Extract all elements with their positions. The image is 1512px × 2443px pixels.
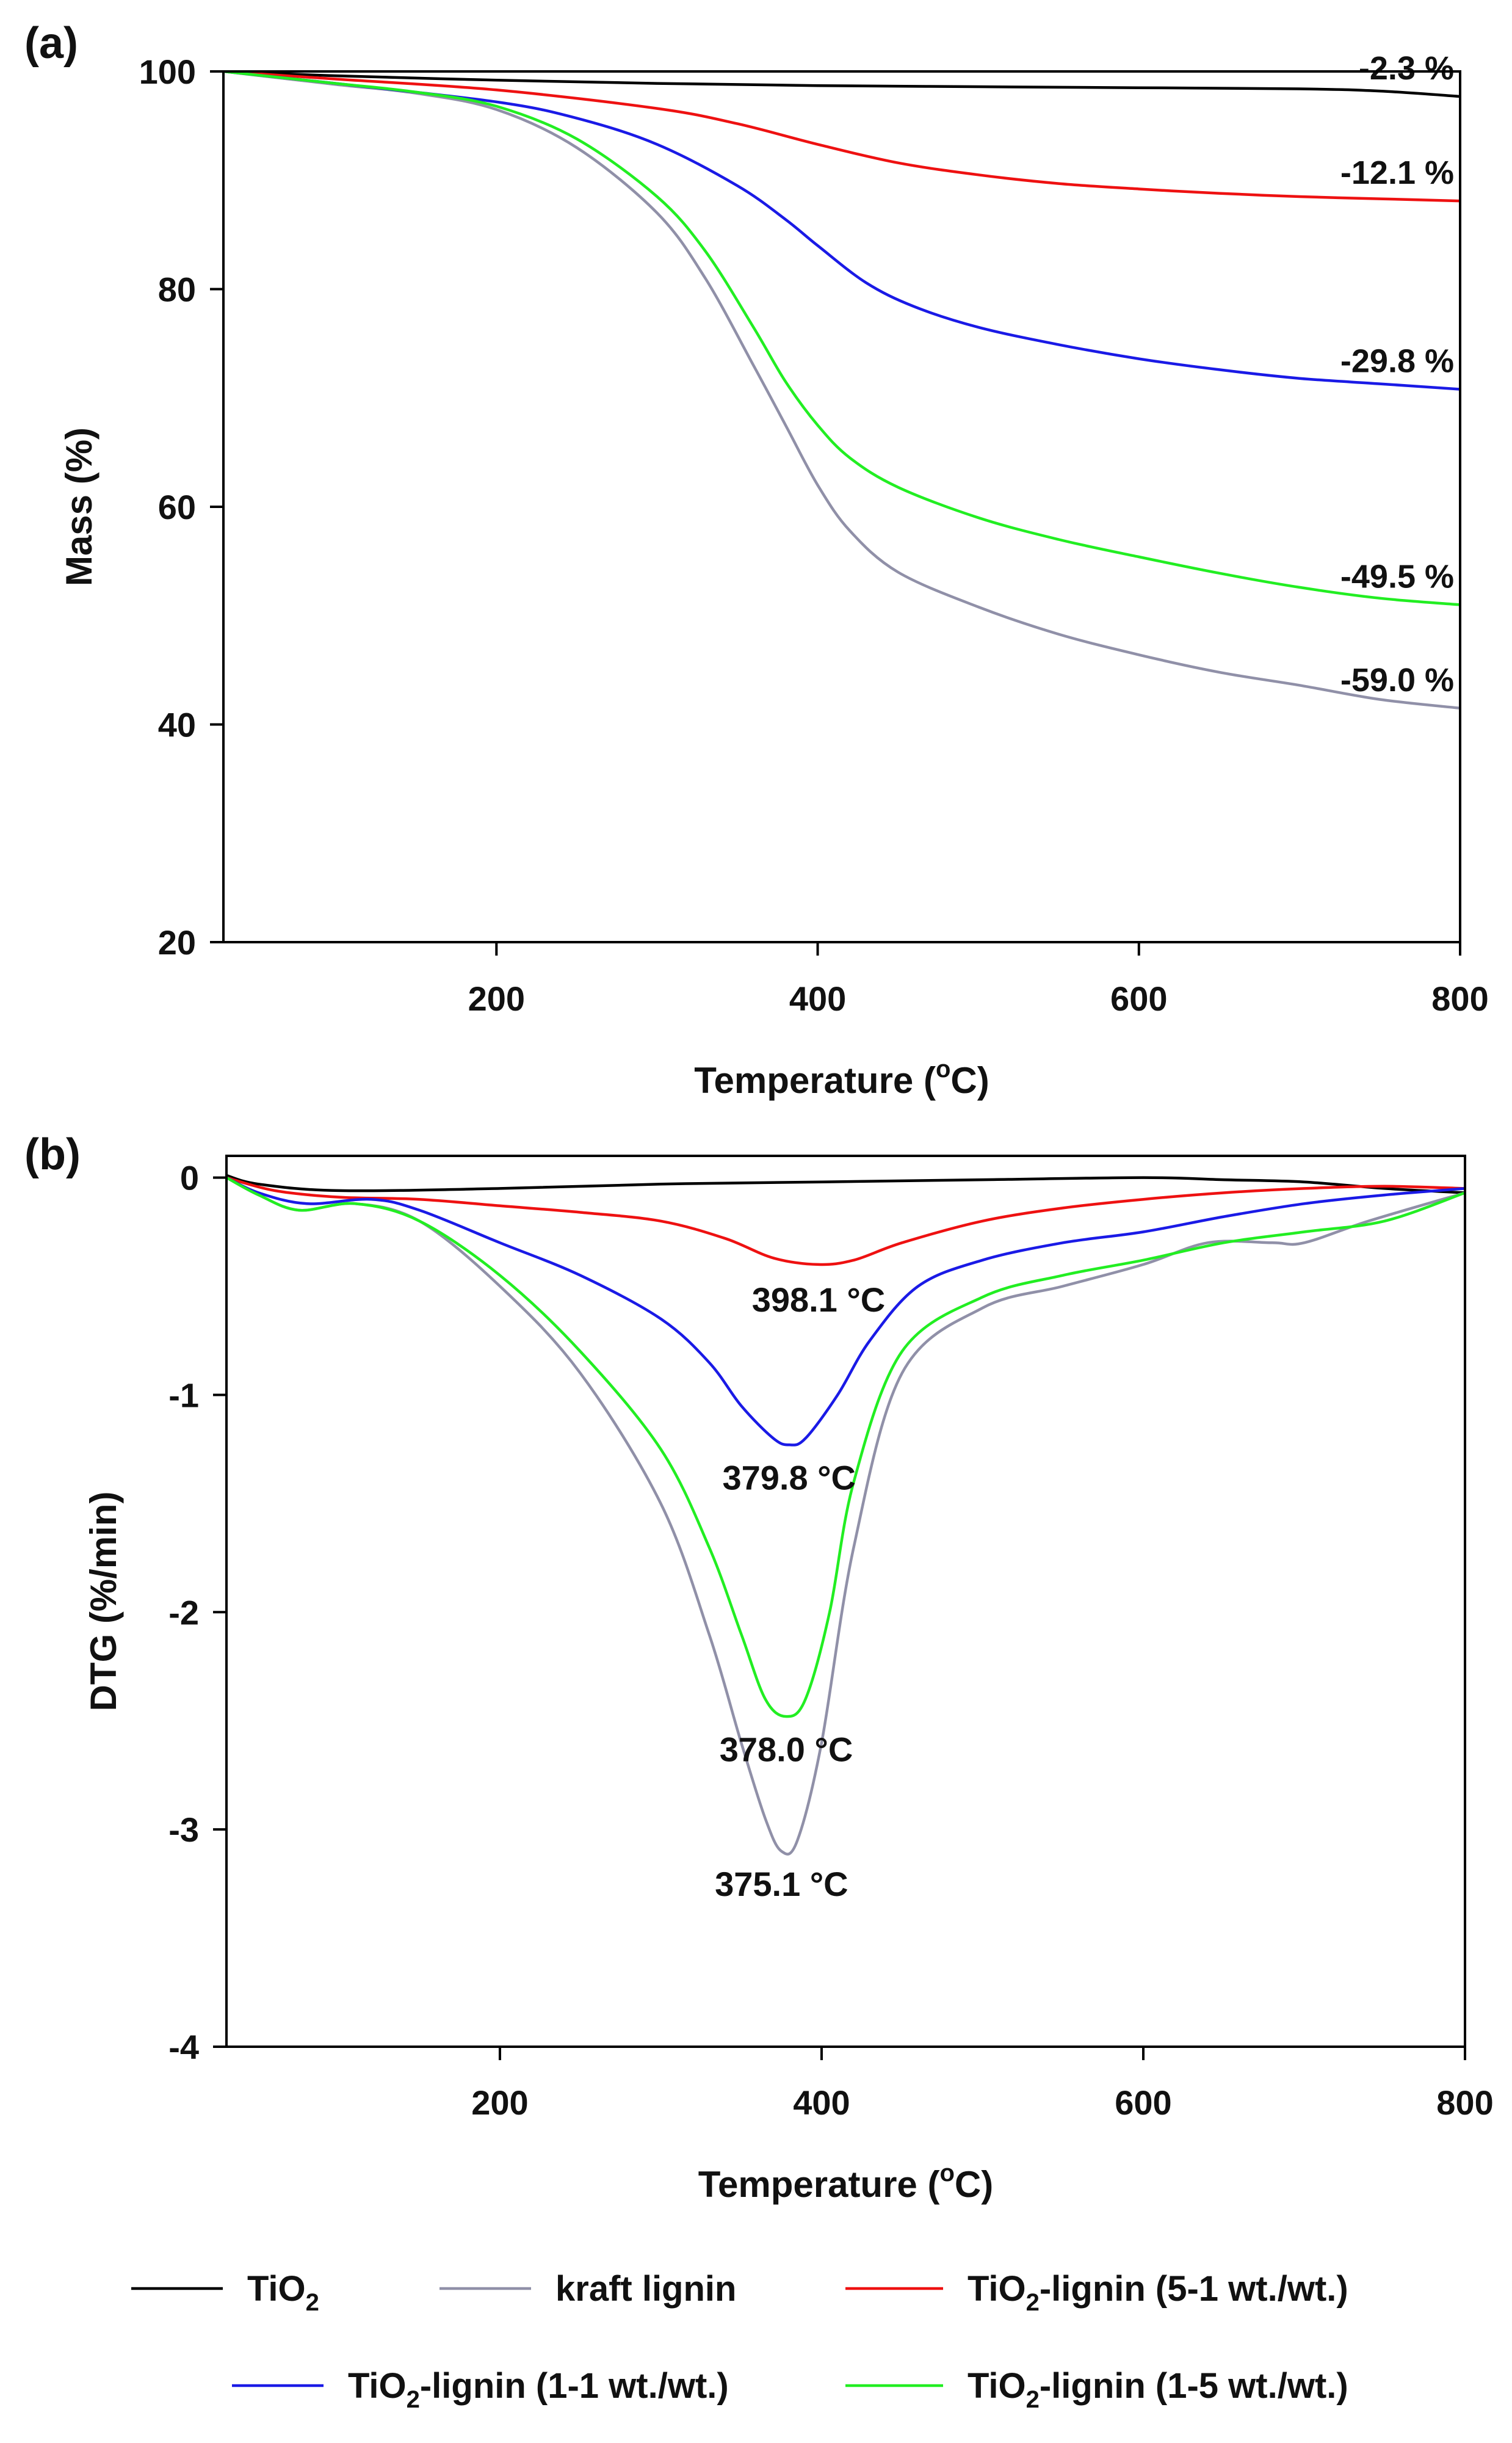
panel-b-dtg-chart: (b) 200 400 600 800 -4 -3 -2 -1 0 Temperature (oC)… <box>24 1130 1494 2205</box>
y-tick-label-1: 40 <box>158 706 196 744</box>
x-tick-label-3: 800 <box>1431 979 1488 1018</box>
y-axis-title: Mass (%) <box>59 427 99 586</box>
peak-annotation-0: 398.1 °C <box>752 1280 886 1319</box>
plot-frame <box>225 1155 1466 2048</box>
legend-label-sub: 2 <box>407 2386 420 2413</box>
y-tick-label-1: -3 <box>168 1810 199 1849</box>
legend-label-sub: 2 <box>1026 2386 1040 2413</box>
y-tick-label-4: 100 <box>139 53 196 91</box>
series-end-label-2: -12.1 % <box>1340 154 1454 191</box>
legend-label-sub: 2 <box>1026 2289 1040 2316</box>
x-tick-label-3: 800 <box>1436 2083 1493 2122</box>
x-tick-label-0: 200 <box>468 979 525 1018</box>
series-end-label-3: -29.8 % <box>1340 343 1454 379</box>
x-axis-title-main: Temperature ( <box>698 2164 940 2205</box>
y-tick-label-0: 20 <box>158 923 196 962</box>
x-axis-title: Temperature (oC) <box>694 1056 989 1101</box>
x-tick-label-0: 200 <box>471 2083 528 2122</box>
x-axis-title-main: Temperature ( <box>694 1060 936 1101</box>
legend-label-4: TiO2-lignin (1-5 wt./wt.) <box>968 2366 1348 2413</box>
legend-label-1: kraft lignin <box>555 2269 736 2309</box>
y-tick-label-2: 60 <box>158 488 196 526</box>
series-line-1 <box>223 71 1460 710</box>
series-line-2 <box>226 1176 1465 1266</box>
series-end-label-4: -49.5 % <box>1340 558 1454 595</box>
panel-a-mass-chart: (a) -2.3 % -59.0 % -12.1 % -29.8 % -49.5 % 200… <box>24 19 1489 1101</box>
legend-label-rest: -lignin (5-1 wt./wt.) <box>1040 2269 1348 2309</box>
peak-annotation-1: 379.8 °C <box>722 1459 856 1497</box>
series-line-3 <box>223 71 1460 391</box>
peak-annotation-2: 378.0 °C <box>720 1730 853 1768</box>
legend-label-main: TiO <box>247 2269 306 2309</box>
series-end-label-0: -2.3 % <box>1359 50 1454 87</box>
x-axis-title-tail: C) <box>955 2164 993 2205</box>
x-tick-label-2: 600 <box>1110 979 1167 1018</box>
panel-label: (a) <box>24 19 78 68</box>
legend-label-sub: 2 <box>306 2289 319 2316</box>
series-line-3 <box>226 1176 1465 1447</box>
legend: TiO2 kraft lignin TiO2-lignin (5-1 wt./wt.… <box>131 2269 1348 2413</box>
legend-label-3: TiO2-lignin (1-1 wt./wt.) <box>348 2366 729 2413</box>
series-line-4 <box>223 71 1460 606</box>
legend-label-2: TiO2-lignin (5-1 wt./wt.) <box>968 2269 1348 2316</box>
x-axis-title-sup: o <box>936 1056 950 1083</box>
x-axis-title-tail: C) <box>950 1060 989 1101</box>
series-line-0 <box>226 1174 1465 1194</box>
y-tick-label-0: -4 <box>168 2028 199 2066</box>
series-end-label-1: -59.0 % <box>1340 662 1454 699</box>
series-line-1 <box>226 1176 1465 1856</box>
legend-label-main: TiO <box>968 2269 1026 2309</box>
panel-label: (b) <box>24 1130 81 1179</box>
x-axis-title-sup: o <box>939 2160 954 2187</box>
legend-label-main: kraft lignin <box>555 2269 736 2309</box>
y-tick-label-2: -2 <box>168 1593 199 1632</box>
x-axis-title: Temperature (oC) <box>698 2160 993 2205</box>
legend-label-0: TiO2 <box>247 2269 319 2316</box>
legend-label-rest: -lignin (1-5 wt./wt.) <box>1040 2366 1348 2406</box>
series-line-2 <box>223 71 1460 203</box>
y-tick-label-3: -1 <box>168 1376 199 1414</box>
y-tick-label-4: 0 <box>180 1159 199 1197</box>
legend-label-main: TiO <box>348 2366 407 2406</box>
x-tick-label-1: 400 <box>793 2083 850 2122</box>
x-tick-label-2: 600 <box>1115 2083 1171 2122</box>
legend-label-rest: -lignin (1-1 wt./wt.) <box>420 2366 729 2406</box>
peak-annotation-3: 375.1 °C <box>715 1865 848 1903</box>
y-axis-title: DTG (%/min) <box>83 1492 124 1712</box>
x-tick-label-1: 400 <box>789 979 846 1018</box>
y-tick-label-3: 80 <box>158 270 196 309</box>
legend-label-main: TiO <box>968 2366 1026 2406</box>
series-line-0 <box>223 71 1460 98</box>
series-line-4 <box>226 1176 1465 1718</box>
